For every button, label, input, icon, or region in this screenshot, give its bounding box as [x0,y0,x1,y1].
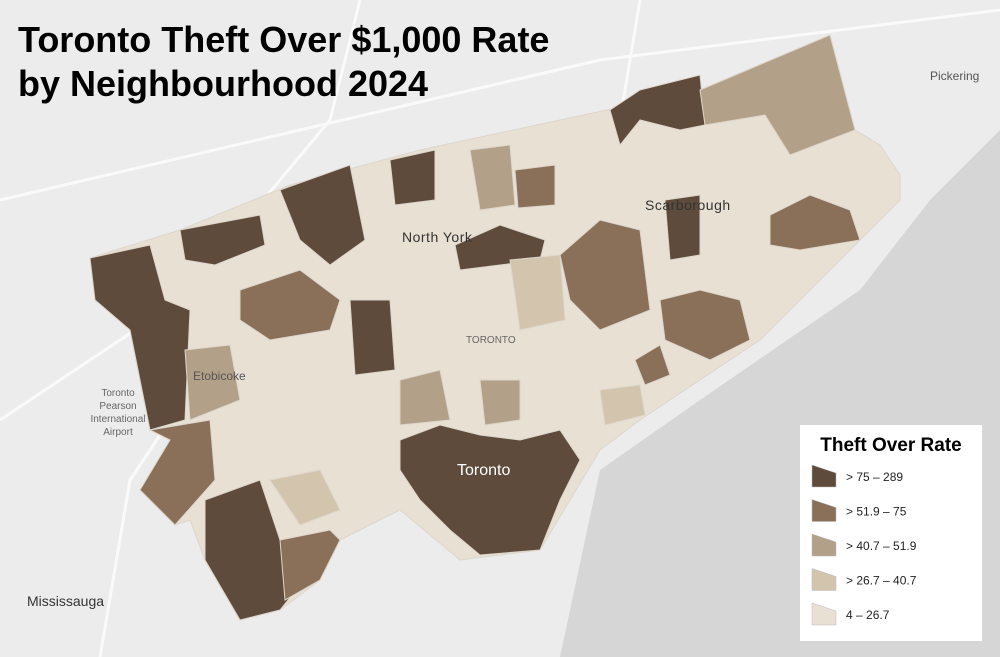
place-label: Pearson [99,401,136,412]
place-label: Pickering [930,69,979,83]
legend: Theft Over Rate > 75 – 289 > 51.9 – 75 > 4… [800,425,982,641]
place-label: Scarborough [645,197,731,213]
legend-swatch [811,533,837,557]
legend-label: > 51.9 – 75 [846,505,907,519]
place-label: Etobicoke [193,369,246,383]
place-label: TORONTO [466,335,516,346]
title-line: by Neighbourhood 2024 [18,63,428,104]
place-label: North York [402,229,473,245]
legend-label: > 26.7 – 40.7 [846,574,917,588]
legend-label: 4 – 26.7 [846,608,890,622]
place-label: Airport [103,427,133,438]
legend-title: Theft Over Rate [820,435,961,456]
airport-label: Toronto Pearson International Airport [90,388,145,438]
title-line: Toronto Theft Over $1,000 Rate [18,19,549,60]
legend-label: > 75 – 289 [846,470,903,484]
legend-swatch [811,568,837,591]
neighbourhoods [89,34,901,621]
place-label: International [90,414,145,425]
legend-swatch [811,499,837,522]
legend-swatch [811,602,837,626]
place-label: Mississauga [27,593,104,609]
place-label: Toronto [457,462,510,479]
place-label: Toronto [101,388,135,399]
legend-box [800,425,982,641]
legend-label: > 40.7 – 51.9 [846,539,917,553]
legend-swatch [811,464,837,488]
